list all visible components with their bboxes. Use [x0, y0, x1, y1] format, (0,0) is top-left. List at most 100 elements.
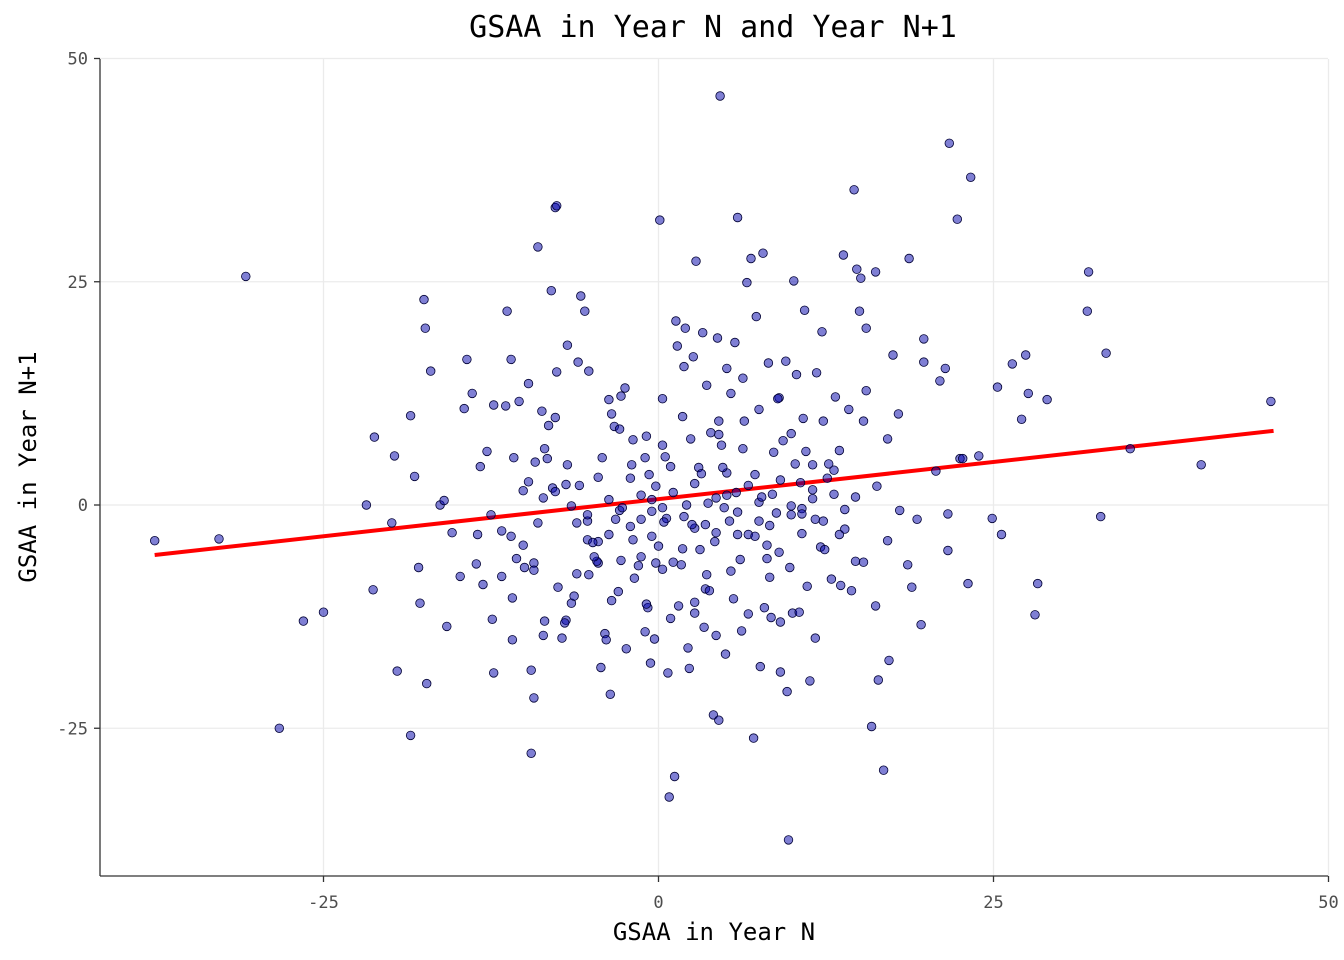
- data-point: [754, 516, 764, 526]
- data-point: [795, 478, 806, 488]
- data-point: [489, 668, 499, 678]
- data-point: [392, 666, 402, 676]
- data-point: [699, 622, 709, 633]
- data-point: [703, 498, 713, 508]
- data-point: [668, 557, 678, 567]
- data-point: [1083, 267, 1094, 277]
- data-point: [636, 552, 646, 562]
- data-point: [769, 447, 779, 458]
- data-point: [530, 457, 540, 467]
- data-point: [361, 500, 372, 510]
- data-point: [766, 612, 776, 623]
- data-point: [657, 503, 668, 513]
- data-point: [573, 357, 583, 367]
- data-point: [726, 566, 736, 576]
- data-point: [1266, 396, 1276, 407]
- data-point: [569, 591, 579, 601]
- y-tick-label: 50: [68, 50, 88, 70]
- data-point: [730, 337, 740, 348]
- data-point: [798, 413, 808, 424]
- data-point: [696, 469, 707, 479]
- data-point: [840, 524, 850, 534]
- data-point: [732, 212, 743, 223]
- data-point: [750, 531, 760, 542]
- data-point: [616, 391, 626, 401]
- data-point: [714, 429, 724, 440]
- data-point: [817, 327, 827, 337]
- data-point: [884, 655, 894, 666]
- data-point: [625, 521, 636, 532]
- data-point: [919, 334, 929, 344]
- data-point: [655, 215, 665, 225]
- data-point: [369, 432, 380, 442]
- data-point: [791, 369, 802, 380]
- data-point: [797, 528, 807, 539]
- data-point: [686, 434, 696, 444]
- data-point: [636, 514, 646, 525]
- data-point: [605, 689, 616, 700]
- data-point: [519, 562, 530, 573]
- data-point: [790, 459, 800, 469]
- data-point: [966, 172, 976, 183]
- data-point: [214, 534, 224, 544]
- data-point: [681, 500, 692, 510]
- data-point: [533, 518, 543, 528]
- data-point: [840, 504, 850, 515]
- data-point: [765, 572, 775, 583]
- data-point: [715, 91, 725, 101]
- data-point: [711, 493, 721, 503]
- data-point: [852, 264, 862, 274]
- data-point: [743, 480, 754, 491]
- data-point: [550, 486, 561, 497]
- data-point: [497, 526, 507, 536]
- data-point: [657, 440, 668, 450]
- data-point: [665, 613, 676, 624]
- data-point: [628, 435, 638, 445]
- data-point: [604, 494, 614, 505]
- trend-line-layer: [154, 428, 1274, 557]
- data-point: [824, 459, 834, 469]
- data-point: [702, 570, 712, 580]
- data-point: [762, 553, 772, 564]
- data-point: [974, 451, 984, 461]
- data-point: [507, 635, 518, 645]
- data-point: [872, 481, 882, 491]
- data-point: [613, 586, 624, 597]
- data-point: [651, 558, 661, 568]
- data-point: [861, 386, 871, 396]
- data-point: [830, 392, 841, 402]
- data-point: [659, 517, 669, 527]
- data-point: [746, 253, 756, 264]
- data-point: [771, 508, 782, 518]
- data-point: [580, 306, 590, 316]
- y-tick-label: 0: [78, 496, 88, 516]
- data-point: [720, 649, 731, 659]
- data-point: [940, 363, 951, 374]
- data-point: [518, 540, 528, 550]
- data-point: [672, 341, 683, 351]
- data-point: [783, 835, 794, 845]
- data-point: [538, 630, 549, 641]
- data-point: [664, 792, 674, 802]
- data-point: [497, 571, 507, 582]
- data-point: [614, 424, 625, 434]
- data-point: [562, 460, 573, 470]
- data-point: [669, 771, 680, 782]
- data-point: [572, 569, 582, 579]
- tick-labels: -25 0 25 50 -25 0 25 50: [57, 50, 1338, 914]
- x-tick-label: 50: [1318, 893, 1338, 913]
- data-point: [553, 582, 563, 592]
- data-point: [1030, 610, 1040, 620]
- data-point: [274, 723, 285, 734]
- data-point: [722, 363, 732, 374]
- data-point: [850, 492, 861, 502]
- data-point: [442, 621, 452, 632]
- data-point: [459, 403, 469, 414]
- data-point: [671, 316, 681, 326]
- data-point: [714, 416, 724, 426]
- data-point: [679, 511, 689, 522]
- data-point: [888, 350, 898, 360]
- data-point: [785, 562, 795, 573]
- data-point: [526, 748, 536, 759]
- data-point: [677, 411, 688, 422]
